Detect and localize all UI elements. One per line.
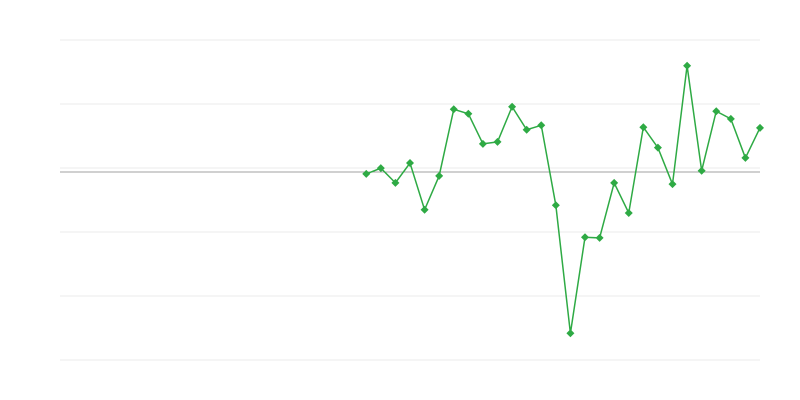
data-point	[726, 114, 735, 123]
data-point	[522, 125, 531, 134]
data-point	[683, 61, 692, 70]
data-point	[697, 166, 706, 175]
data-point	[566, 329, 575, 338]
data-point	[537, 121, 546, 130]
data-point	[493, 137, 502, 146]
series	[362, 61, 764, 338]
data-point	[464, 109, 473, 118]
data-point	[624, 208, 633, 217]
data-point	[756, 123, 764, 132]
data-point	[449, 105, 458, 114]
data-point	[435, 171, 444, 180]
data-point	[478, 139, 487, 148]
data-point	[668, 180, 677, 189]
data-point	[639, 123, 648, 132]
gridlines	[60, 39, 760, 361]
data-point	[376, 164, 385, 173]
data-point	[391, 178, 400, 187]
data-point	[610, 178, 619, 187]
data-point	[653, 143, 662, 152]
data-point	[362, 169, 371, 178]
data-point	[581, 233, 589, 242]
series-line	[365, 65, 761, 334]
data-point	[712, 107, 721, 116]
data-point	[551, 201, 560, 210]
data-point	[508, 102, 517, 111]
data-point	[741, 153, 750, 162]
data-point	[420, 205, 429, 214]
data-point	[406, 159, 414, 168]
data-point	[595, 233, 604, 242]
